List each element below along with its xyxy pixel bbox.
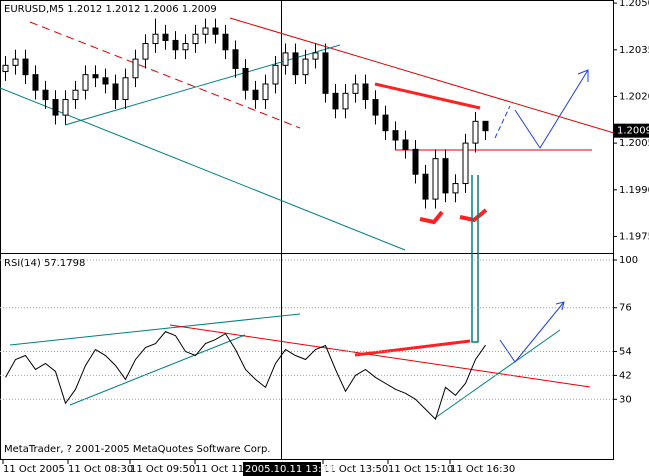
- forecast: [494, 105, 511, 139]
- x-tick-label: 11 Oct 15:10: [388, 464, 453, 475]
- candle-body: [162, 33, 169, 41]
- candle-body: [82, 74, 89, 91]
- candle-body: [22, 58, 29, 76]
- trend-line: [434, 329, 561, 419]
- candle-body: [282, 52, 289, 66]
- y-tick-label: 54: [619, 347, 632, 358]
- x-tick-label: 11 Oct 09:50: [130, 464, 195, 475]
- trend-line: [169, 324, 591, 388]
- y-tick-label: 42: [619, 370, 632, 381]
- candle-body: [382, 114, 389, 132]
- price-label-bg: [614, 123, 649, 138]
- candle-body: [462, 142, 469, 185]
- y-tick-label: 30: [619, 394, 632, 405]
- x-tick-label: 11 Oct 11:1: [195, 464, 254, 475]
- candle-body: [362, 83, 369, 101]
- x-tick-label: 11 Oct 2005: [3, 464, 65, 475]
- forecast: [514, 69, 589, 149]
- cursor-label: 2005.10.11 13:00: [245, 464, 334, 475]
- candle-body: [472, 120, 479, 144]
- candle-body: [302, 58, 309, 76]
- x-tick-label: 11 Oct 16:30: [450, 464, 515, 475]
- hook: [419, 210, 444, 225]
- connector: [471, 175, 479, 343]
- candle-body: [452, 183, 459, 194]
- y-tick-label: 1.2035: [619, 45, 649, 56]
- rsi-title: RSI(14) 57.1798: [4, 258, 85, 269]
- candle-body: [422, 173, 429, 200]
- candle-body: [402, 139, 409, 150]
- x-tick-label: 11 Oct 08:30: [68, 464, 133, 475]
- candle-body: [182, 43, 189, 51]
- candle-body: [112, 83, 119, 101]
- trend-line: [354, 339, 471, 357]
- candle-body: [42, 89, 49, 101]
- candle-body: [312, 52, 319, 60]
- candle-body: [252, 89, 259, 101]
- trend-line: [29, 21, 301, 129]
- candle-body: [242, 67, 249, 91]
- candle-body: [442, 158, 449, 194]
- candle-body: [62, 99, 69, 116]
- cursor-label-bg: [243, 462, 321, 476]
- candle-body: [92, 74, 99, 79]
- trend-line: [374, 82, 481, 110]
- candle-body: [202, 27, 209, 35]
- drawings: [0, 17, 615, 419]
- copyright: MetaTrader, ? 2001-2005 MetaQuotes Softw…: [4, 444, 270, 455]
- candle-body: [482, 120, 489, 132]
- forecast: [499, 301, 565, 363]
- candle-body: [432, 158, 439, 200]
- candle-body: [222, 33, 229, 51]
- candle-body: [142, 43, 149, 60]
- candle-body: [2, 64, 9, 73]
- candle-body: [12, 58, 19, 66]
- candle-body: [122, 77, 129, 101]
- plot-frame: [0, 0, 614, 460]
- y-tick-label: 1.2005: [619, 138, 649, 149]
- y-tick-label: 1.2050: [619, 0, 649, 9]
- y-tick-label: 76: [619, 303, 632, 314]
- hook: [459, 208, 488, 223]
- candle-body: [372, 99, 379, 116]
- candle-body: [132, 58, 139, 79]
- trend-line: [229, 17, 615, 134]
- candle-body: [332, 92, 339, 110]
- chart-title: EURUSD,M5 1.2012 1.2012 1.2006 1.2009: [4, 4, 217, 15]
- candle-body: [272, 64, 279, 85]
- candle-body: [192, 33, 199, 45]
- candle-body: [212, 27, 219, 35]
- y-tick-label: 100: [619, 255, 638, 266]
- y-tick-label: 1.2020: [619, 91, 649, 102]
- candle-body: [352, 83, 359, 94]
- rsi-line: [5, 331, 486, 421]
- candle-body: [152, 33, 159, 45]
- candle-body: [412, 148, 419, 175]
- y-tick-label: 1.1990: [619, 185, 649, 196]
- trend-line: [69, 334, 246, 406]
- candle-body: [342, 92, 349, 110]
- candle-body: [52, 99, 59, 116]
- candle-body: [72, 89, 79, 101]
- candle-body: [32, 74, 39, 91]
- candle-body: [392, 130, 399, 141]
- y-tick-label: 1.1975: [619, 231, 649, 242]
- trend-line: [9, 313, 301, 346]
- candle-body: [232, 49, 239, 69]
- candle-body: [102, 77, 109, 85]
- x-tick-label: 11 Oct 13:50: [323, 464, 388, 475]
- candle-body: [292, 52, 299, 76]
- candle-body: [262, 83, 269, 101]
- candle-body: [322, 52, 329, 94]
- candle-body: [172, 39, 179, 51]
- price-label: 1.2009: [617, 126, 649, 137]
